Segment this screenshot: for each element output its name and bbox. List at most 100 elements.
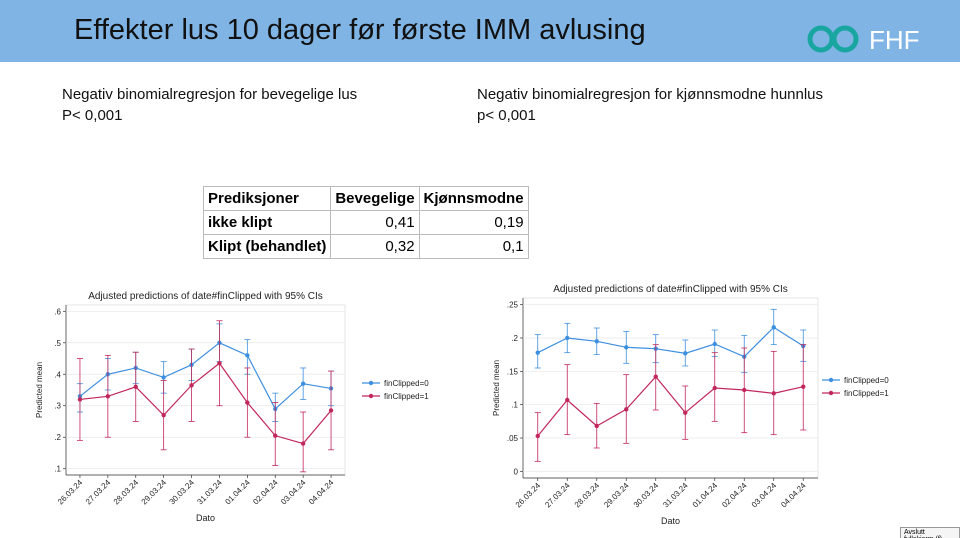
legend-marker	[828, 390, 834, 396]
table: Prediksjoner Bevegelige Kjønnsmodne ikke…	[202, 186, 529, 259]
x-tick-label: 26.03.24	[56, 478, 85, 507]
x-tick-label: 30.03.24	[632, 481, 661, 510]
x-tick-label: 31.03.24	[661, 481, 690, 510]
y-tick-label: .3	[54, 402, 61, 411]
point	[565, 397, 570, 403]
legend-marker	[828, 377, 834, 383]
x-tick-label: 30.03.24	[168, 478, 197, 507]
x-tick-label: 29.03.24	[602, 481, 631, 510]
cell: Kjønnsmodne	[418, 186, 529, 211]
x-tick-label: 03.04.24	[750, 481, 779, 510]
chart-frame	[40, 288, 480, 533]
point	[801, 384, 806, 389]
point	[801, 343, 806, 349]
series-line	[79, 342, 332, 410]
point	[133, 384, 138, 390]
chart-title: Adjusted predictions of date#finClipped …	[553, 284, 788, 295]
point	[742, 387, 747, 393]
x-tick-label: 04.04.24	[307, 478, 336, 507]
point	[300, 381, 306, 386]
y-tick-label: .25	[507, 301, 519, 310]
text-line: P< 0,001	[62, 107, 123, 124]
chart-frame	[490, 283, 930, 533]
logo-ring	[831, 25, 859, 53]
point	[105, 394, 111, 399]
cell: 0,41	[330, 210, 420, 235]
legend-label: finClipped=1	[844, 389, 889, 398]
point	[712, 385, 717, 391]
x-axis-label: Dato	[661, 516, 680, 526]
left-text: Negativ binomialregresjon for bevegelige…	[62, 84, 357, 126]
point	[624, 345, 629, 350]
point	[161, 375, 166, 380]
point	[624, 407, 629, 412]
point	[77, 394, 83, 399]
series-line	[537, 326, 804, 358]
plot-area	[522, 297, 819, 479]
point	[535, 433, 540, 439]
x-tick-label: 02.04.24	[720, 481, 749, 510]
exit-fullscreen-button[interactable]: Avslutt fullskjerm (f)	[900, 527, 960, 538]
point	[565, 335, 570, 341]
legend-label: finClipped=0	[844, 376, 889, 385]
x-tick-label: 03.04.24	[279, 478, 308, 507]
point	[161, 412, 166, 418]
text-line: p< 0,001	[477, 107, 536, 124]
x-tick-label: 01.04.24	[691, 481, 720, 510]
point	[133, 365, 138, 371]
right-text: Negativ binomialregresjon for kjønnsmodn…	[477, 84, 823, 126]
point	[594, 423, 599, 429]
point	[653, 346, 658, 351]
point	[771, 391, 776, 396]
point	[328, 386, 334, 391]
y-tick-label: .1	[511, 401, 518, 410]
y-axis-label: Predicted mean	[35, 362, 44, 418]
point	[683, 410, 688, 415]
y-tick-label: .2	[54, 433, 61, 442]
point	[77, 397, 83, 402]
cell: Klipt (behandlet)	[202, 234, 332, 259]
point	[594, 339, 599, 344]
cell: 0,19	[418, 210, 529, 235]
x-tick-label: 01.04.24	[223, 478, 252, 507]
point	[217, 340, 222, 345]
point	[105, 372, 111, 377]
y-tick-label: .4	[54, 370, 61, 379]
point	[245, 353, 250, 358]
x-tick-label: 27.03.24	[543, 481, 572, 510]
cell: 0,32	[330, 234, 420, 259]
point	[683, 351, 688, 356]
slide-title: Effekter lus 10 dager før første IMM avl…	[74, 14, 646, 46]
x-tick-label: 26.03.24	[514, 481, 543, 510]
y-tick-label: .1	[54, 465, 61, 474]
cell: ikke klipt	[202, 210, 332, 235]
table-header: Prediksjoner Bevegelige Kjønnsmodne	[202, 186, 529, 211]
point	[328, 408, 334, 413]
x-tick-label: 28.03.24	[573, 481, 602, 510]
text-line: Negativ binomialregresjon for bevegelige…	[62, 86, 358, 103]
y-tick-label: .5	[54, 339, 61, 348]
x-tick-label: 31.03.24	[195, 478, 224, 507]
point	[245, 400, 250, 405]
point	[189, 383, 194, 388]
cell: 0,1	[418, 234, 529, 259]
point	[300, 441, 306, 446]
series-line	[79, 362, 332, 445]
point	[742, 354, 747, 359]
point	[653, 374, 658, 379]
table-row: Klipt (behandlet) 0,32 0,1	[202, 234, 529, 259]
logo: FHF	[807, 25, 920, 55]
point	[771, 325, 776, 330]
x-tick-label: 27.03.24	[84, 478, 113, 507]
cell: Prediksjoner	[202, 186, 332, 211]
logo-text: FHF	[869, 25, 920, 55]
legend-label: finClipped=1	[384, 392, 429, 401]
text-line: Negativ binomialregresjon for kjønnsmodn…	[477, 86, 824, 103]
y-tick-label: .05	[507, 434, 519, 443]
x-tick-label: 29.03.24	[140, 478, 169, 507]
series-line	[537, 375, 804, 437]
chart-title: Adjusted predictions of date#finClipped …	[88, 291, 323, 302]
cell: Bevegelige	[330, 186, 420, 211]
y-tick-label: .15	[507, 367, 519, 376]
y-tick-label: .6	[54, 307, 61, 316]
